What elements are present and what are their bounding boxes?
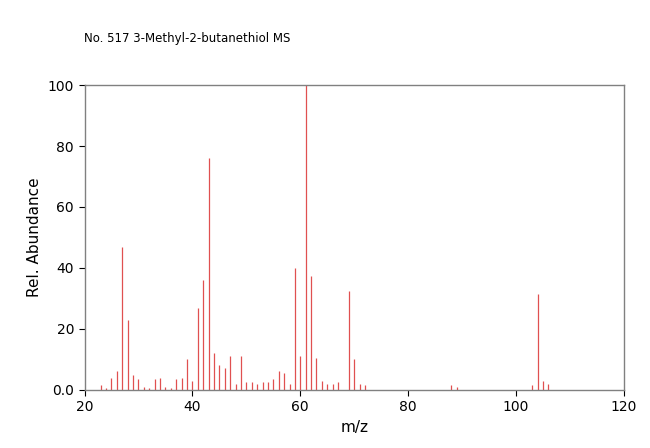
Y-axis label: Rel. Abundance: Rel. Abundance — [27, 177, 42, 297]
Text: No. 517 3-Methyl-2-butanethiol MS: No. 517 3-Methyl-2-butanethiol MS — [84, 32, 291, 45]
X-axis label: m/z: m/z — [340, 420, 369, 435]
